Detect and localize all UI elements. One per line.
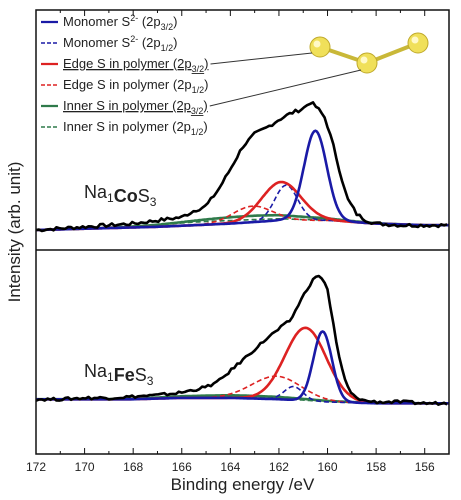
legend-label-base: Monomer S [63, 14, 131, 29]
panel-1: Na1FeS3 [35, 274, 449, 406]
legend: Monomer S2- (2p3/2)Monomer S2- (2p1/2)Ed… [41, 13, 209, 137]
x-tick-label: 156 [415, 460, 435, 474]
plot-frame [35, 9, 450, 455]
panel-label-part: S [138, 186, 150, 206]
legend-label-subscript: 3/2 [191, 106, 204, 116]
x-tick-label: 162 [269, 460, 289, 474]
legend-label: Edge S in polymer (2p3/2) [63, 56, 209, 74]
x-tick-label: 170 [75, 460, 95, 474]
legend-label: Monomer S2- (2p1/2) [63, 34, 177, 53]
s3-molecule-illustration [209, 32, 429, 107]
legend-label-base: Edge S in polymer [63, 77, 170, 92]
legend-label: Monomer S2- (2p3/2) [63, 13, 177, 32]
x-tick-label: 166 [172, 460, 192, 474]
component-monomer_3_2-curve [36, 330, 449, 405]
legend-label-close: ) [203, 119, 207, 134]
panel-label-part: 1 [107, 370, 114, 384]
x-tick-label: 172 [26, 460, 46, 474]
legend-entry: Monomer S2- (2p1/2) [41, 34, 177, 53]
legend-label-orbital: (2p [169, 119, 191, 134]
legend-label-subscript: 1/2 [161, 43, 174, 53]
legend-label-subscript: 3/2 [161, 22, 174, 32]
legend-label-close: ) [173, 14, 177, 29]
panel-label-part: 3 [150, 195, 157, 209]
legend-entry: Inner S in polymer (2p3/2) [41, 98, 208, 116]
legend-label-superscript: 2- [130, 13, 138, 23]
panel-label-part: S [135, 365, 147, 385]
legend-label: Edge S in polymer (2p1/2) [63, 77, 209, 95]
legend-label-close: ) [173, 35, 177, 50]
legend-label-close: ) [203, 98, 207, 113]
legend-label-subscript: 1/2 [192, 85, 205, 95]
panel-label-part: 3 [147, 374, 154, 388]
legend-label-base: Edge S in polymer [63, 56, 170, 71]
raw-spectrum-line [35, 101, 448, 233]
axes: 172 170 168 166 164 162 160 158 156 Binding energ… [5, 9, 450, 494]
atom-highlight [313, 40, 321, 48]
raw-spectrum-line [35, 274, 448, 406]
x-tick-label: 158 [366, 460, 386, 474]
legend-label-orbital: (2p [138, 35, 160, 50]
legend-label-orbital: (2p [169, 77, 191, 92]
legend-label-base: Monomer S [63, 35, 131, 50]
legend-entry: Inner S in polymer (2p1/2) [41, 119, 208, 137]
legend-entry: Edge S in polymer (2p3/2) [41, 56, 209, 74]
panel-label-part: Co [114, 186, 138, 206]
legend-label-orbital: (2p [138, 14, 160, 29]
panel-label: Na1CoS3 [84, 182, 157, 209]
legend-label-orbital: (2p [169, 56, 191, 71]
legend-entry: Edge S in polymer (2p1/2) [41, 77, 209, 95]
x-axis-label: Binding energy /eV [171, 475, 315, 494]
legend-label-subscript: 1/2 [191, 127, 204, 137]
edge-sulfur-leader-line [210, 52, 313, 65]
inner-sulfur-leader-line [209, 69, 362, 107]
legend-label-base: Inner S in polymer [63, 119, 169, 134]
x-tick-label: 160 [318, 460, 338, 474]
panel-label-part: 1 [107, 191, 114, 205]
legend-label: Inner S in polymer (2p1/2) [63, 119, 208, 137]
legend-label-close: ) [204, 77, 208, 92]
x-tick-label: 164 [220, 460, 240, 474]
atom-highlight [411, 36, 419, 44]
panel-label: Na1FeS3 [84, 361, 154, 388]
legend-label-subscript: 3/2 [192, 64, 205, 74]
legend-label-base: Inner S in polymer [63, 98, 169, 113]
panel-label-part: Fe [114, 365, 135, 385]
x-tick-label: 168 [123, 460, 143, 474]
sulfur-atom [407, 32, 429, 54]
legend-entry: Monomer S2- (2p3/2) [41, 13, 177, 32]
legend-label-orbital: (2p [169, 98, 191, 113]
legend-label-superscript: 2- [130, 34, 138, 44]
legend-label-close: ) [204, 56, 208, 71]
panel-label-part: Na [84, 182, 108, 202]
panel-label-part: Na [84, 361, 108, 381]
legend-label: Inner S in polymer (2p3/2) [63, 98, 208, 116]
atom-highlight [360, 56, 368, 64]
y-axis-label: Intensity (arb. unit) [5, 162, 24, 303]
sulfur-atom [309, 36, 331, 58]
panel-0: Na1CoS3 [35, 101, 449, 233]
